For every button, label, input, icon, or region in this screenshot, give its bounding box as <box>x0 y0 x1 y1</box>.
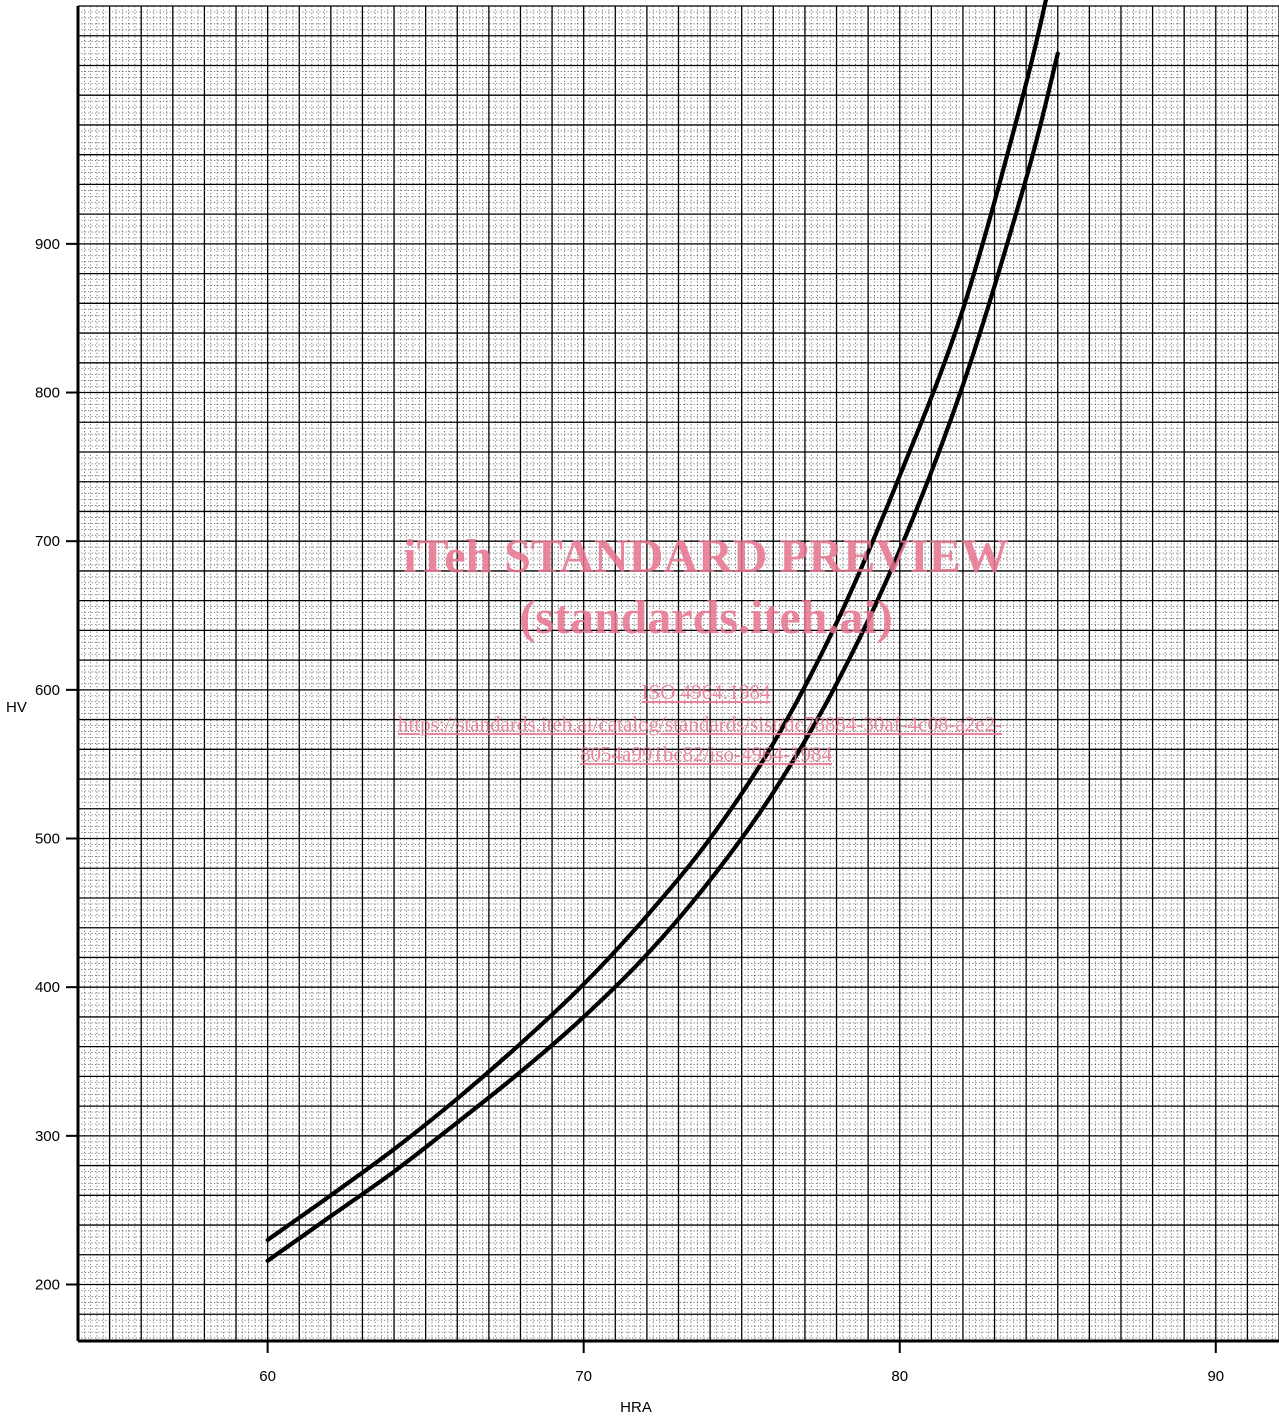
series-line-1 <box>265 0 1049 1243</box>
y-tick-label: 300 <box>35 1128 60 1145</box>
y-tick-label: 800 <box>35 385 60 402</box>
y-tick-label: 500 <box>35 831 60 848</box>
x-ticks: 60 70 80 90 <box>259 1341 1224 1385</box>
x-axis-label: HRA <box>620 1399 652 1416</box>
series-line-2 <box>265 51 1060 1263</box>
y-tick-label: 700 <box>35 533 60 550</box>
y-ticks: 200 300 400 500 600 700 800 900 <box>35 236 78 1294</box>
y-tick-label: 200 <box>35 1277 60 1294</box>
x-tick-label: 90 <box>1207 1368 1224 1385</box>
y-tick-label: 400 <box>35 979 60 996</box>
watermark-url-2: 8054a991bc82/iso-4964-1984 <box>580 742 832 766</box>
y-tick-label: 600 <box>35 682 60 699</box>
watermark-subtitle: (standards.iteh.ai) <box>519 591 892 644</box>
y-axis-label: HV <box>6 699 27 716</box>
series-group <box>265 0 1060 1263</box>
grid <box>78 5 1279 1341</box>
watermark-iso: ISO 4964:1984 <box>642 680 771 704</box>
watermark-title: iTeh STANDARD PREVIEW <box>403 530 1008 583</box>
axes <box>76 6 1279 1343</box>
watermark: iTeh STANDARD PREVIEW (standards.iteh.ai… <box>398 530 1009 766</box>
watermark-url-1: https://standards.iteh.ai/catalog/standa… <box>398 712 1002 736</box>
x-tick-label: 60 <box>259 1368 276 1385</box>
x-tick-label: 70 <box>575 1368 592 1385</box>
x-tick-label: 80 <box>891 1368 908 1385</box>
y-tick-label: 900 <box>35 236 60 253</box>
